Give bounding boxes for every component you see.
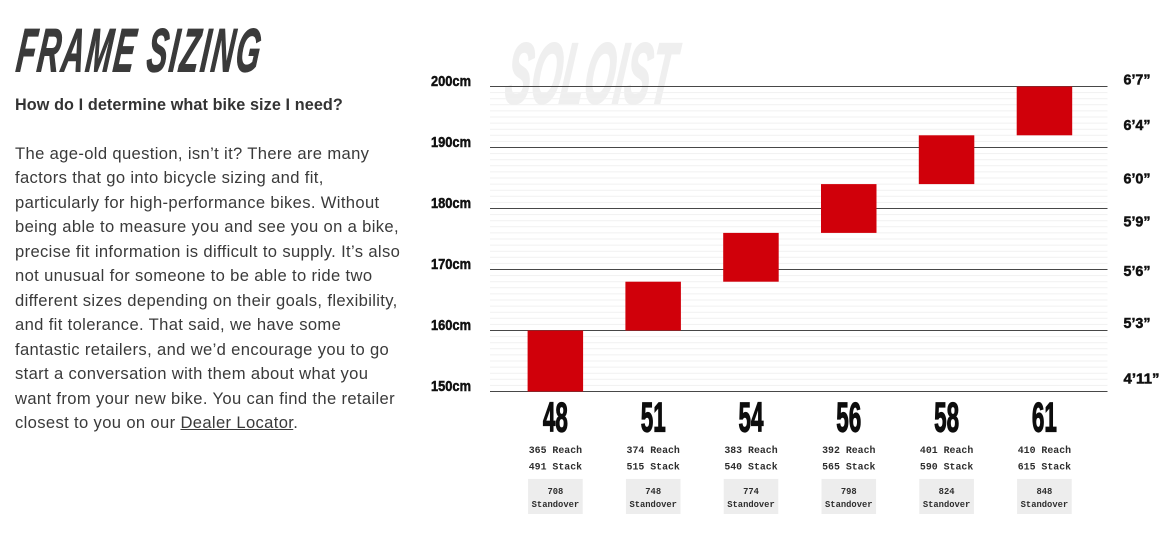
svg-text:51: 51 — [641, 393, 666, 440]
svg-text:SOLOIST: SOLOIST — [500, 26, 684, 122]
svg-text:565 Stack: 565 Stack — [822, 461, 875, 472]
svg-text:Standover: Standover — [629, 500, 677, 510]
svg-text:774: 774 — [743, 487, 760, 497]
svg-text:824: 824 — [939, 487, 956, 497]
svg-text:590 Stack: 590 Stack — [920, 461, 973, 472]
svg-text:615 Stack: 615 Stack — [1018, 461, 1071, 472]
svg-text:798: 798 — [841, 487, 857, 497]
svg-text:383 Reach: 383 Reach — [724, 445, 777, 456]
svg-text:5’6”: 5’6” — [1124, 263, 1151, 280]
svg-text:Standover: Standover — [1021, 500, 1069, 510]
svg-text:Standover: Standover — [532, 500, 580, 510]
svg-text:374 Reach: 374 Reach — [627, 445, 680, 456]
svg-text:200cm: 200cm — [431, 73, 471, 90]
svg-text:Standover: Standover — [825, 500, 873, 510]
svg-text:180cm: 180cm — [431, 195, 471, 212]
svg-text:848: 848 — [1036, 487, 1052, 497]
svg-text:190cm: 190cm — [431, 134, 471, 151]
svg-text:401 Reach: 401 Reach — [920, 445, 973, 456]
svg-text:48: 48 — [543, 393, 568, 440]
svg-text:61: 61 — [1032, 393, 1057, 440]
svg-text:365 Reach: 365 Reach — [529, 445, 582, 456]
svg-text:58: 58 — [934, 393, 959, 440]
svg-text:5’9”: 5’9” — [1124, 214, 1151, 231]
svg-text:4’11”: 4’11” — [1124, 371, 1160, 388]
svg-text:160cm: 160cm — [431, 317, 471, 334]
svg-text:540 Stack: 540 Stack — [724, 461, 777, 472]
svg-text:Standover: Standover — [923, 500, 971, 510]
svg-text:6’4”: 6’4” — [1124, 117, 1151, 134]
svg-text:170cm: 170cm — [431, 256, 471, 273]
svg-text:5’3”: 5’3” — [1124, 315, 1151, 332]
svg-text:708: 708 — [547, 487, 563, 497]
svg-text:Standover: Standover — [727, 500, 775, 510]
svg-text:748: 748 — [645, 487, 661, 497]
svg-text:FRAME SIZING: FRAME SIZING — [13, 17, 266, 86]
svg-text:56: 56 — [836, 393, 861, 440]
svg-text:515 Stack: 515 Stack — [627, 461, 680, 472]
svg-text:410 Reach: 410 Reach — [1018, 445, 1071, 456]
svg-text:6’0”: 6’0” — [1124, 171, 1151, 188]
svg-text:150cm: 150cm — [431, 378, 471, 395]
svg-text:491 Stack: 491 Stack — [529, 461, 582, 472]
svg-text:6’7”: 6’7” — [1124, 72, 1151, 89]
svg-text:392 Reach: 392 Reach — [822, 445, 875, 456]
svg-text:54: 54 — [739, 393, 764, 440]
